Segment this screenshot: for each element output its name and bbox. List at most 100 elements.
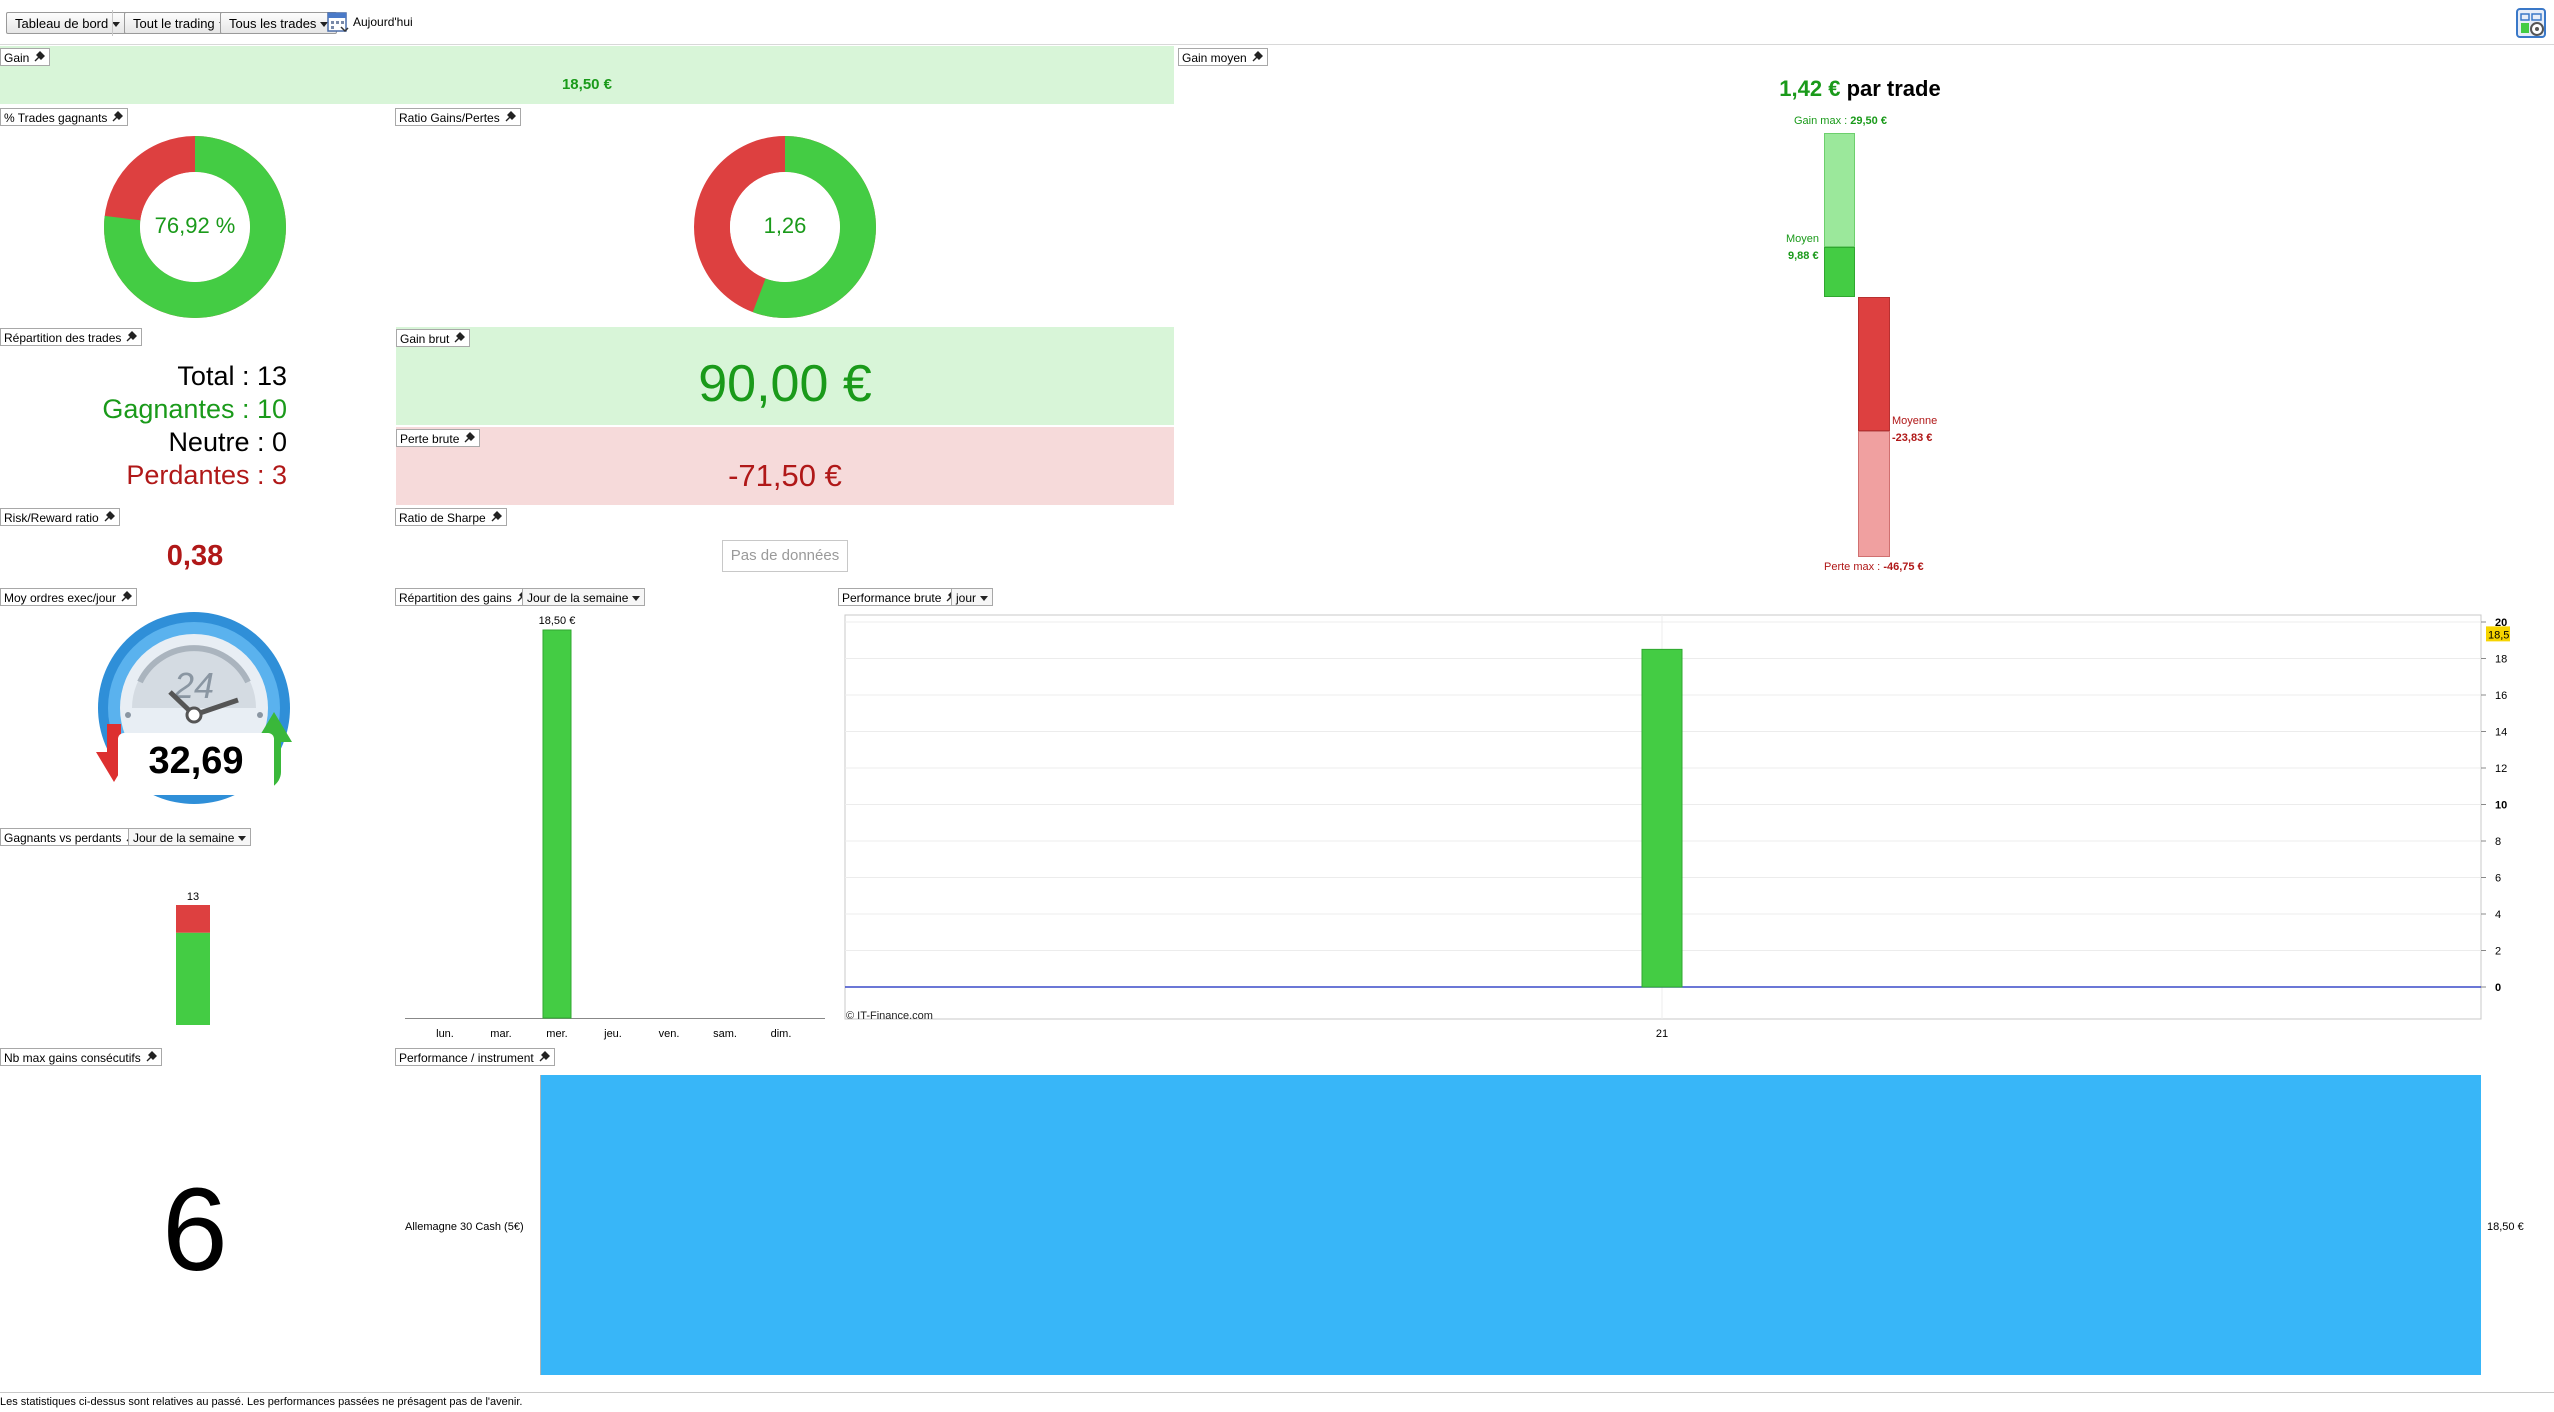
gain-label: Gain xyxy=(4,51,30,65)
ordres-widget-label[interactable]: Moy ordres exec/jour xyxy=(0,588,138,606)
pin-icon[interactable] xyxy=(1250,50,1264,64)
pin-icon[interactable] xyxy=(462,431,476,445)
instrument-label: Allemagne 30 Cash (5€) xyxy=(405,1221,524,1233)
perf-instrument-label: Performance / instrument xyxy=(399,1051,534,1065)
chevron-down-icon xyxy=(238,836,247,842)
moyenne-label: Moyenne xyxy=(1892,415,1938,427)
gagnants-perdants-widget-label[interactable]: Gagnants vs perdants xyxy=(0,828,143,846)
perte-max-label: Perte max : xyxy=(1824,561,1881,573)
toolbar-separator xyxy=(112,10,113,36)
y-tick-label: 12 xyxy=(2495,763,2507,775)
perte-max-value: -46,75 € xyxy=(1883,561,1924,573)
perte-max-caption: Perte max : -46,75 € xyxy=(1824,561,1924,573)
gagnants-perdants-period-dropdown[interactable]: Jour de la semaine xyxy=(128,828,252,846)
ordres-label: Moy ordres exec/jour xyxy=(4,591,117,605)
footer-disclaimer: Les statistiques ci-dessus sont relative… xyxy=(0,1396,523,1408)
dashboard-settings-icon[interactable] xyxy=(2514,6,2548,40)
perf-instrument-chart: Allemagne 30 Cash (5€) 18,50 € xyxy=(405,1075,2524,1375)
pin-icon[interactable] xyxy=(503,110,517,124)
perte-brute-widget-label[interactable]: Perte brute xyxy=(396,429,481,447)
x-tick-label: ven. xyxy=(659,1028,680,1040)
ratio-label: Ratio Gains/Pertes xyxy=(399,111,500,125)
y-tick-label: 10 xyxy=(2495,800,2507,812)
repartition-gains-widget-label[interactable]: Répartition des gains xyxy=(395,588,533,606)
pin-icon[interactable] xyxy=(124,330,138,344)
dashboard-dropdown[interactable]: Tableau de bord xyxy=(6,12,130,34)
calendar-icon[interactable] xyxy=(326,10,350,34)
ratio-widget-label[interactable]: Ratio Gains/Pertes xyxy=(395,108,521,126)
risk-reward-value: 0,38 xyxy=(166,540,224,572)
last-value-label: 18,5 xyxy=(2488,629,2509,641)
perf-brute-period-dropdown[interactable]: jour xyxy=(951,588,994,606)
repartition-trades-list: Total : 13 Gagnantes : 10 Neutre : 0 Per… xyxy=(0,360,287,492)
x-tick-label: mer. xyxy=(546,1028,567,1040)
pin-icon[interactable] xyxy=(102,510,116,524)
pin-icon[interactable] xyxy=(32,50,46,64)
x-tick-label: 21 xyxy=(1656,1028,1668,1040)
perdants-bar xyxy=(176,905,210,933)
moyen-label: Moyen xyxy=(1786,233,1820,245)
gain-moyen-value: 1,42 € xyxy=(1779,76,1841,101)
moyen-value: 9,88 € xyxy=(1788,250,1819,262)
trading-filter-label: Tout le trading xyxy=(133,16,215,31)
pin-icon[interactable] xyxy=(537,1050,551,1064)
perf-instrument-widget-label[interactable]: Performance / instrument xyxy=(395,1048,555,1066)
gain-widget-label[interactable]: Gain xyxy=(0,48,51,66)
trades-filter-dropdown[interactable]: Tous les trades xyxy=(220,12,338,34)
nb-max-gains-label: Nb max gains consécutifs xyxy=(4,1051,141,1065)
pin-icon[interactable] xyxy=(452,331,466,345)
pin-icon[interactable] xyxy=(489,510,503,524)
gain-moyen-widget-label[interactable]: Gain moyen xyxy=(1178,48,1268,66)
repartition-gains-period-dropdown[interactable]: Jour de la semaine xyxy=(522,588,646,606)
sharpe-label: Ratio de Sharpe xyxy=(399,511,486,525)
donut-hole xyxy=(140,172,250,282)
trading-filter-dropdown[interactable]: Tout le trading xyxy=(124,12,236,34)
gain-moyen-bar xyxy=(1824,247,1855,297)
sharpe-widget-label[interactable]: Ratio de Sharpe xyxy=(395,508,507,526)
pin-icon[interactable] xyxy=(110,110,124,124)
perf-brute-chart[interactable]: 0 2 4 6 8 10 12 14 16 18 20 21 18,5 © IT-Finance.com xyxy=(840,612,2554,1042)
y-tick-label: 16 xyxy=(2495,690,2507,702)
gagnants-perdants-chart: lun.mar.13mer.jeu.ven. xyxy=(176,891,210,1025)
pin-icon[interactable] xyxy=(119,590,133,604)
footer-divider xyxy=(0,1392,2554,1393)
y-tick-label: 20 xyxy=(2495,617,2507,629)
perf-brute-widget-label[interactable]: Performance brute xyxy=(838,588,963,606)
donut-win-arc xyxy=(694,136,876,318)
gain-bar xyxy=(542,629,572,1019)
perf-brute-label: Performance brute xyxy=(842,591,942,605)
chevron-down-icon xyxy=(320,22,329,28)
pct-trades-label: % Trades gagnants xyxy=(4,111,108,125)
repartition-trades-widget-label[interactable]: Répartition des trades xyxy=(0,328,143,346)
gagnants-bar xyxy=(176,932,210,1025)
gain-max-bar xyxy=(1824,133,1855,247)
neutral-trades: Neutre : 0 xyxy=(168,427,287,457)
x-tick-label: dim. xyxy=(771,1028,792,1040)
gain-value: 18,50 € xyxy=(561,76,613,93)
perte-brute-label: Perte brute xyxy=(400,432,460,446)
pct-trades-widget-label[interactable]: % Trades gagnants xyxy=(0,108,129,126)
ordres-value-box xyxy=(118,733,274,795)
x-tick-label: sam. xyxy=(713,1028,737,1040)
date-range-label[interactable]: Aujourd'hui xyxy=(353,15,413,29)
nb-max-gains-value: 6 xyxy=(162,1164,228,1296)
gain-brut-widget-label[interactable]: Gain brut xyxy=(396,329,471,347)
nb-max-gains-widget-label[interactable]: Nb max gains consécutifs xyxy=(0,1048,162,1066)
sharpe-no-data: Pas de données xyxy=(722,540,848,572)
gagnants-perdants-period-label: Jour de la semaine xyxy=(133,831,235,845)
risk-reward-widget-label[interactable]: Risk/Reward ratio xyxy=(0,508,120,526)
chart-copyright: © IT-Finance.com xyxy=(846,1010,933,1022)
gain-brut-value: 90,00 € xyxy=(698,355,872,413)
losing-trades: Perdantes : 3 xyxy=(126,460,287,490)
moyenne-value: -23,83 € xyxy=(1892,432,1933,444)
pct-trades-donut xyxy=(104,136,286,318)
gain-moyen-headline: 1,42 € par trade xyxy=(1660,76,2060,102)
pin-icon[interactable] xyxy=(144,1050,158,1064)
y-tick-label: 14 xyxy=(2495,727,2507,739)
donut-hole xyxy=(730,172,840,282)
x-tick-label: lun. xyxy=(436,1028,454,1040)
ratio-value: 1,26 xyxy=(763,213,807,238)
chevron-down-icon xyxy=(632,596,641,602)
bar-total-label: 13 xyxy=(187,891,199,903)
x-tick-label: mar. xyxy=(490,1028,511,1040)
